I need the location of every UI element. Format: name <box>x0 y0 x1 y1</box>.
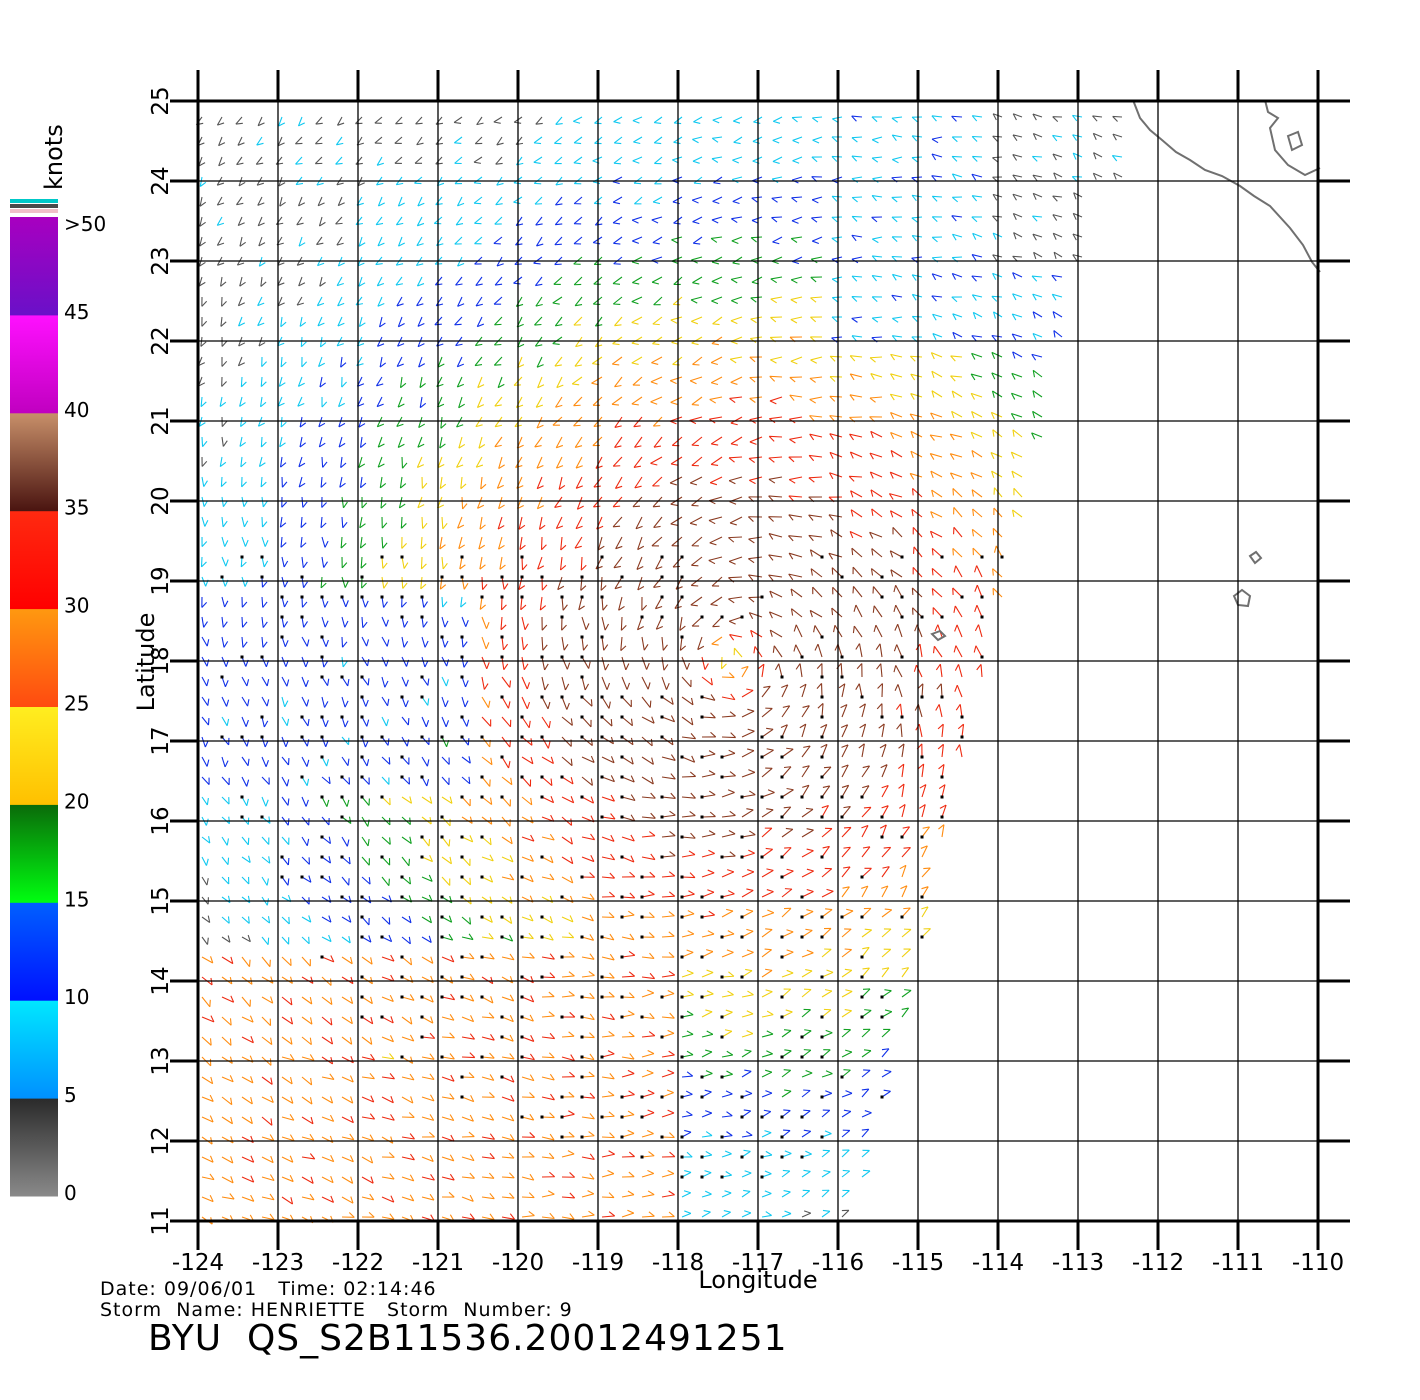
longitude-tick-label: -117 <box>732 1250 784 1276</box>
lat-lon-grid <box>170 70 1350 1250</box>
latitude-tick-label: 25 <box>148 86 174 115</box>
storm-number-value: 9 <box>559 1299 573 1321</box>
latitude-tick-label: 21 <box>148 406 174 435</box>
longitude-tick-label: -123 <box>252 1250 304 1276</box>
colorbar-band <box>10 608 58 707</box>
longitude-tick-label: -115 <box>892 1250 944 1276</box>
latitude-tick-label: 19 <box>148 566 174 595</box>
legend-unit-label: knots <box>40 124 68 190</box>
colorbar-tick-label: 0 <box>64 1181 77 1205</box>
colorbar-tick-label: 10 <box>64 985 89 1009</box>
colorbar-band <box>10 902 58 1001</box>
colorbar-tick-label: 15 <box>64 887 89 911</box>
longitude-tick-label: -114 <box>972 1250 1024 1276</box>
latitude-tick-label: 22 <box>148 326 174 355</box>
latitude-tick-label: 13 <box>148 1046 174 1075</box>
product-id: BYU QS_S2B11536.20012491251 <box>148 1318 788 1359</box>
colorbar-tick-label: 20 <box>64 789 89 813</box>
date-value: 09/06/01 <box>163 1278 258 1300</box>
longitude-tick-label: -121 <box>412 1250 464 1276</box>
colorbar-band <box>10 314 58 414</box>
storm-info-line: Storm Name: HENRIETTE Storm Number: 9 <box>100 1299 573 1321</box>
wind-speed-colorbar <box>10 217 58 1197</box>
latitude-tick-label: 23 <box>148 246 174 275</box>
colorbar-cap-stripe <box>10 199 58 203</box>
storm-name-value: HENRIETTE <box>250 1299 366 1321</box>
longitude-tick-label: -120 <box>492 1250 544 1276</box>
y-axis-label: Latitude <box>132 613 160 712</box>
colorbar-band <box>10 1098 58 1197</box>
island-socorro-outline <box>1232 588 1252 608</box>
colorbar-cap-stripe <box>10 204 58 208</box>
date-time-line: Date: 09/06/01 Time: 02:14:46 <box>100 1278 437 1300</box>
time-label: Time: <box>278 1278 337 1300</box>
date-label: Date: <box>100 1278 157 1300</box>
longitude-tick-label: -113 <box>1052 1250 1104 1276</box>
colorbar-band <box>10 1000 58 1099</box>
colorbar-tick-label: 30 <box>64 594 89 618</box>
longitude-tick-label: -124 <box>172 1250 224 1276</box>
baja-california-coastline <box>1132 99 1321 273</box>
colorbar-band <box>10 217 58 316</box>
latitude-tick-label: 16 <box>148 806 174 835</box>
colorbar-tick-label: 40 <box>64 398 89 422</box>
colorbar-cap <box>10 199 58 213</box>
storm-number-label: Storm Number: <box>387 1299 553 1321</box>
wind-vector-field <box>195 113 1123 1225</box>
storm-name-label: Storm Name: <box>100 1299 244 1321</box>
longitude-tick-label: -118 <box>652 1250 704 1276</box>
colorbar-tick-label: 45 <box>64 300 89 324</box>
longitude-tick-label: -116 <box>812 1250 864 1276</box>
rain-flag-markers <box>220 555 1004 1179</box>
longitude-tick-label: -119 <box>572 1250 624 1276</box>
island-roca-partida-outline <box>930 629 947 642</box>
longitude-tick-label: -112 <box>1132 1250 1184 1276</box>
colorbar-band <box>10 412 58 512</box>
colorbar-band <box>10 510 58 610</box>
mainland-coastline <box>1264 99 1321 177</box>
island-clarion-outline <box>1248 550 1263 565</box>
longitude-tick-label: -110 <box>1292 1250 1344 1276</box>
gulf-island-outline <box>1286 130 1304 152</box>
colorbar-tick-label: 25 <box>64 692 89 716</box>
longitude-tick-label: -111 <box>1212 1250 1264 1276</box>
latitude-tick-label: 24 <box>148 166 174 195</box>
colorbar-tick-label: >50 <box>64 212 106 236</box>
latitude-tick-label: 15 <box>148 886 174 915</box>
colorbar-labels: >50 45 40 35 30 25 20 15 10 5 0 <box>64 212 106 1205</box>
colorbar-tick-label: 35 <box>64 496 89 520</box>
latitude-tick-label: 11 <box>148 1206 174 1235</box>
colorbar-band <box>10 804 58 903</box>
colorbar-tick-label: 5 <box>64 1083 77 1107</box>
latitude-tick-label: 17 <box>148 726 174 755</box>
colorbar-band <box>10 706 58 805</box>
axis-tick-labels: -124 -123 -122 -121 -120 -119 -118 -117 -116 -115… <box>148 86 1344 1276</box>
time-value: 02:14:46 <box>343 1278 437 1300</box>
x-axis-label: Longitude <box>698 1266 817 1294</box>
map-frame <box>196 99 1320 1223</box>
latitude-tick-label: 20 <box>148 486 174 515</box>
colorbar-cap-stripe <box>10 209 58 213</box>
latitude-tick-label: 12 <box>148 1126 174 1155</box>
latitude-tick-label: 18 <box>148 646 174 675</box>
latitude-tick-label: 14 <box>148 966 174 995</box>
longitude-tick-label: -122 <box>332 1250 384 1276</box>
coastline <box>930 99 1321 642</box>
